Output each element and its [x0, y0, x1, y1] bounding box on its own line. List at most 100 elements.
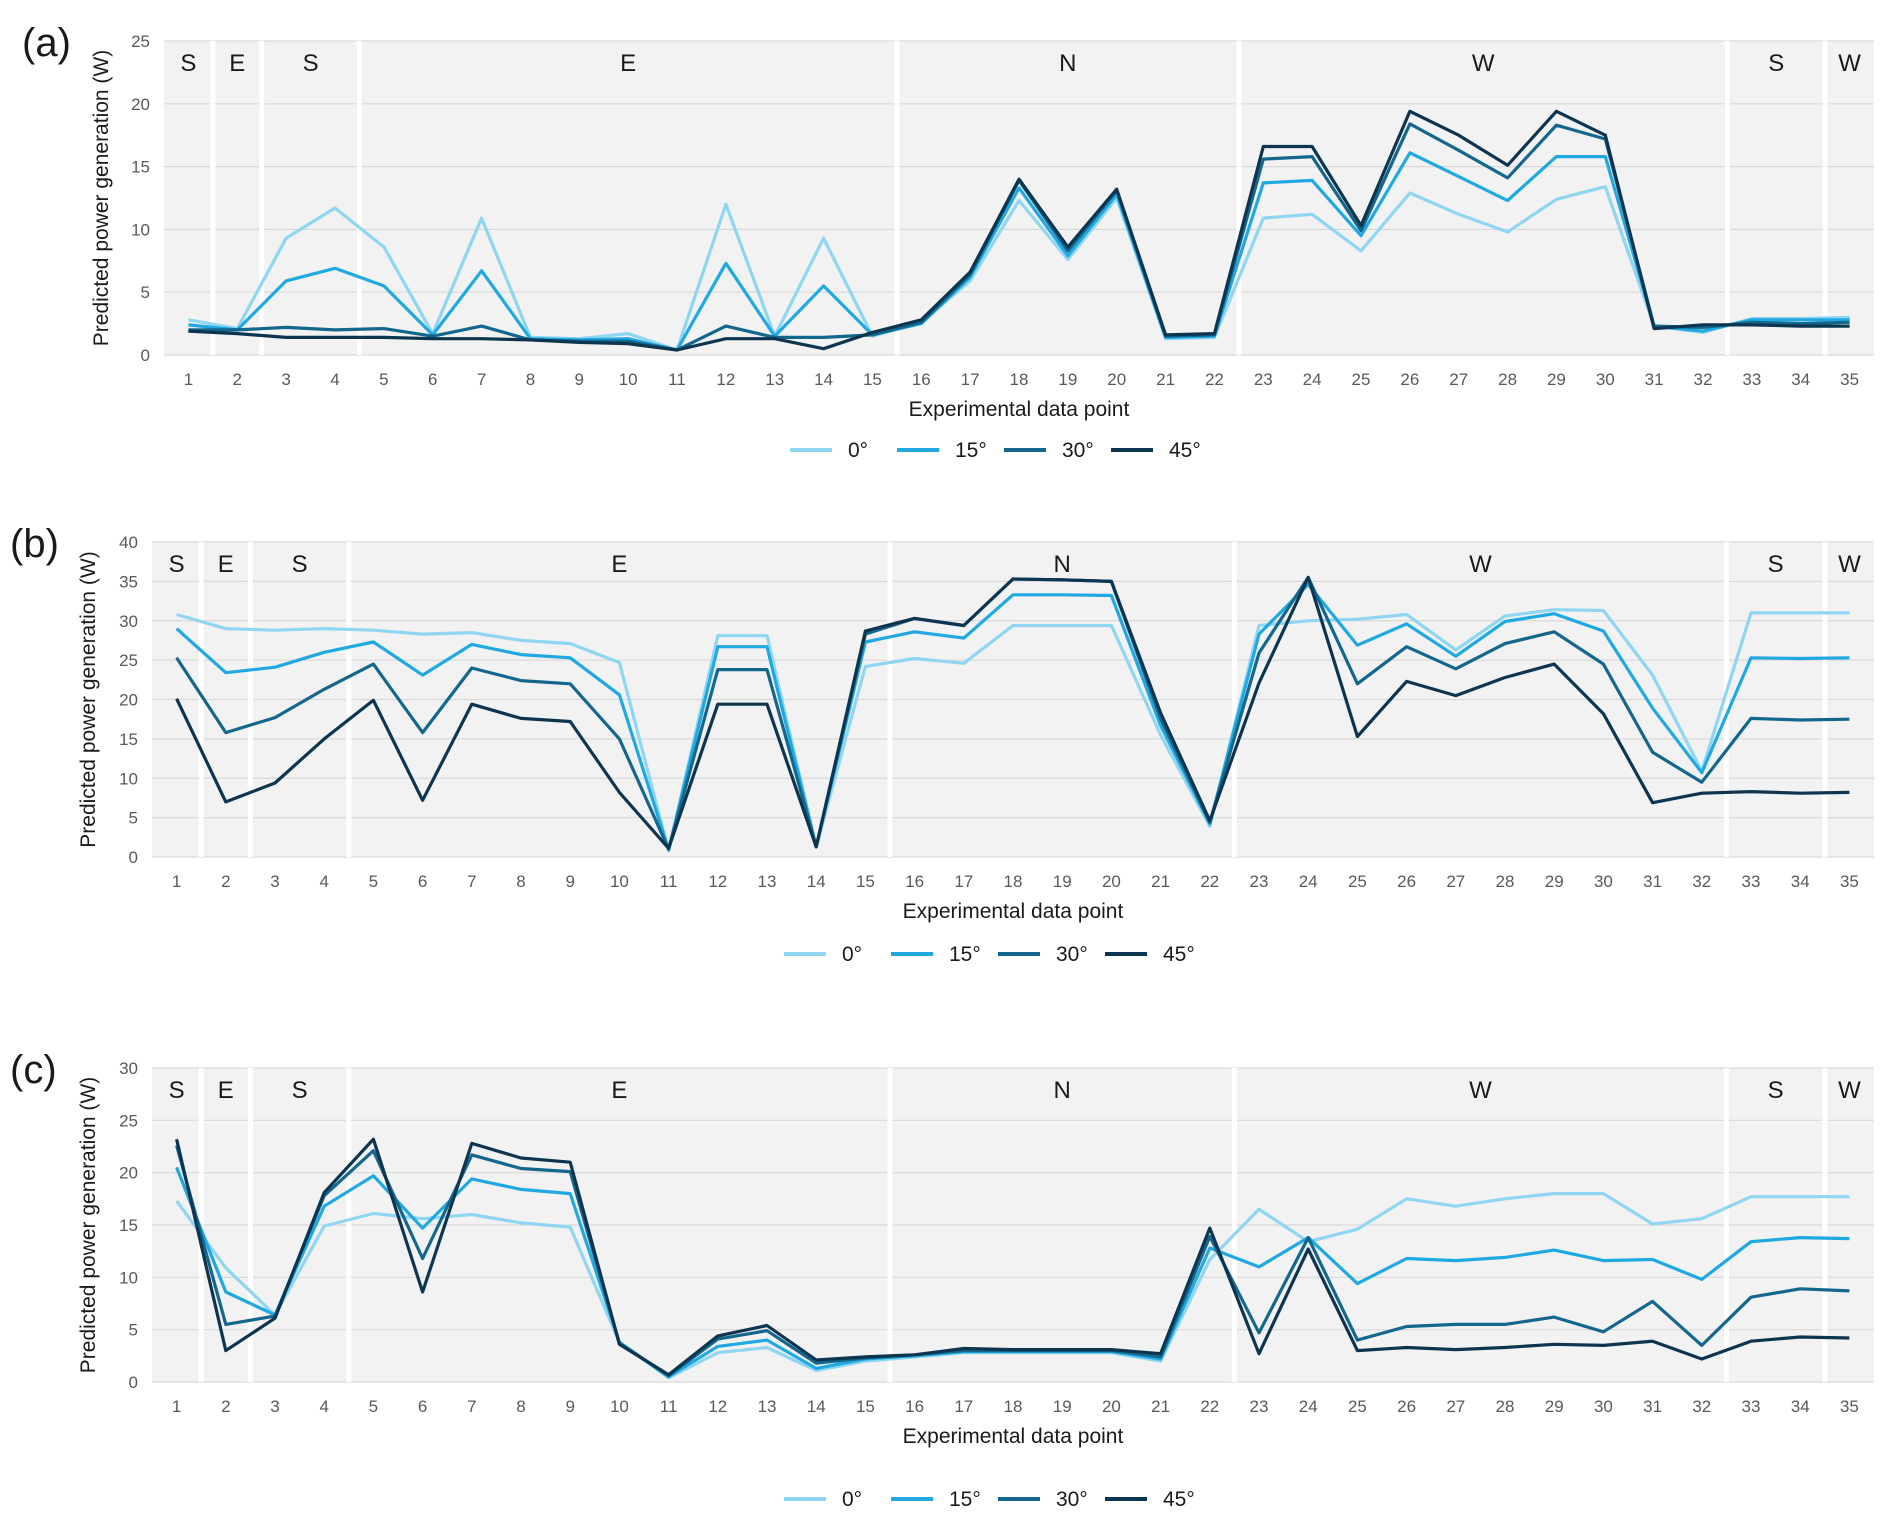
legend-label: 0° [842, 1488, 862, 1511]
region-label-s: S [1768, 50, 1784, 77]
x-tick-label: 17 [954, 1397, 973, 1416]
x-tick-label: 3 [270, 872, 279, 891]
x-axis-title: Experimental data point [909, 398, 1130, 421]
x-tick-label: 18 [1004, 872, 1023, 891]
x-tick-label: 6 [428, 370, 437, 389]
x-tick-label: 33 [1742, 872, 1761, 891]
x-tick-label: 5 [379, 370, 388, 389]
region-label-w: W [1838, 1077, 1861, 1104]
x-tick-label: 16 [905, 1397, 924, 1416]
x-tick-label: 13 [758, 872, 777, 891]
region-label-n: N [1054, 1077, 1071, 1104]
region-label-e: E [611, 551, 627, 578]
x-tick-label: 4 [319, 872, 328, 891]
x-tick-label: 5 [369, 872, 378, 891]
plot-background [164, 41, 1874, 355]
x-tick-label: 1 [172, 1397, 181, 1416]
legend-label: 0° [848, 439, 868, 462]
x-tick-label: 11 [660, 872, 678, 891]
x-axis-title: Experimental data point [903, 900, 1124, 923]
legend: 0° 15° 30° 45° [784, 1488, 1195, 1511]
x-tick-label: 21 [1156, 370, 1175, 389]
x-tick-label: 19 [1058, 370, 1077, 389]
y-axis-title: Predicted power generation (W) [90, 50, 113, 346]
legend-label: 15° [949, 1488, 981, 1511]
x-tick-label: 19 [1053, 872, 1072, 891]
x-tick-label: 8 [516, 1397, 525, 1416]
x-tick-label: 3 [270, 1397, 279, 1416]
region-label-w: W [1838, 551, 1861, 578]
x-tick-label: 26 [1400, 370, 1419, 389]
x-tick-label: 10 [619, 370, 638, 389]
x-tick-label: 16 [905, 872, 924, 891]
panel-label: (a) [22, 21, 71, 65]
x-tick-label: 20 [1102, 1397, 1121, 1416]
y-tick-label: 15 [119, 730, 138, 749]
x-tick-label: 25 [1352, 370, 1371, 389]
y-tick-label: 10 [131, 220, 150, 239]
x-tick-label: 32 [1692, 872, 1711, 891]
region-label-n: N [1059, 50, 1076, 77]
series-line-0deg [176, 608, 1850, 853]
legend-label: 0° [842, 943, 862, 966]
x-tick-label: 10 [610, 872, 629, 891]
x-tick-label: 22 [1200, 1397, 1219, 1416]
legend-label: 45° [1163, 1488, 1195, 1511]
x-tick-label: 17 [961, 370, 980, 389]
x-tick-label: 33 [1742, 1397, 1761, 1416]
x-tick-label: 4 [330, 370, 339, 389]
region-label-s: S [292, 551, 308, 578]
x-tick-label: 26 [1397, 872, 1416, 891]
legend-label: 30° [1062, 439, 1094, 462]
x-tick-label: 17 [954, 872, 973, 891]
x-tick-label: 15 [863, 370, 882, 389]
panel-label: (b) [10, 522, 59, 566]
x-tick-label: 30 [1594, 872, 1613, 891]
x-tick-label: 6 [418, 872, 427, 891]
region-label-s: S [1768, 551, 1784, 578]
region-label-s: S [180, 50, 196, 77]
x-tick-label: 7 [467, 1397, 476, 1416]
x-tick-label: 14 [814, 370, 833, 389]
x-tick-label: 24 [1299, 1397, 1318, 1416]
legend: 0° 15° 30° 45° [784, 943, 1195, 966]
y-tick-label: 10 [119, 1268, 138, 1287]
x-tick-label: 23 [1250, 1397, 1269, 1416]
y-tick-label: 0 [129, 1373, 138, 1392]
x-tick-label: 11 [668, 370, 686, 389]
x-tick-label: 34 [1791, 370, 1810, 389]
x-tick-label: 3 [281, 370, 290, 389]
x-tick-label: 12 [708, 872, 727, 891]
x-tick-label: 1 [184, 370, 193, 389]
x-tick-label: 8 [526, 370, 535, 389]
y-tick-label: 15 [119, 1216, 138, 1235]
x-tick-label: 27 [1446, 872, 1465, 891]
y-tick-label: 5 [141, 283, 150, 302]
series-line-15deg [175, 582, 1850, 852]
x-tick-label: 13 [765, 370, 784, 389]
x-tick-label: 11 [660, 1397, 678, 1416]
x-tick-label: 33 [1742, 370, 1761, 389]
y-tick-label: 20 [119, 1164, 138, 1183]
x-tick-label: 9 [565, 1397, 574, 1416]
x-tick-label: 34 [1791, 1397, 1810, 1416]
y-tick-label: 0 [129, 848, 138, 867]
region-label-s: S [1768, 1077, 1784, 1104]
legend-label: 45° [1163, 943, 1195, 966]
x-axis-title: Experimental data point [903, 1425, 1124, 1448]
x-tick-label: 18 [1004, 1397, 1023, 1416]
y-tick-label: 0 [141, 346, 150, 365]
x-tick-label: 20 [1107, 370, 1126, 389]
y-axis-title: Predicted power generation (W) [77, 551, 100, 847]
x-tick-label: 4 [319, 1397, 328, 1416]
y-tick-label: 20 [119, 691, 138, 710]
x-tick-label: 31 [1645, 370, 1664, 389]
y-tick-label: 25 [131, 32, 150, 51]
region-label-e: E [218, 551, 234, 578]
y-tick-label: 20 [131, 95, 150, 114]
y-tick-label: 35 [119, 572, 138, 591]
x-tick-label: 27 [1449, 370, 1468, 389]
